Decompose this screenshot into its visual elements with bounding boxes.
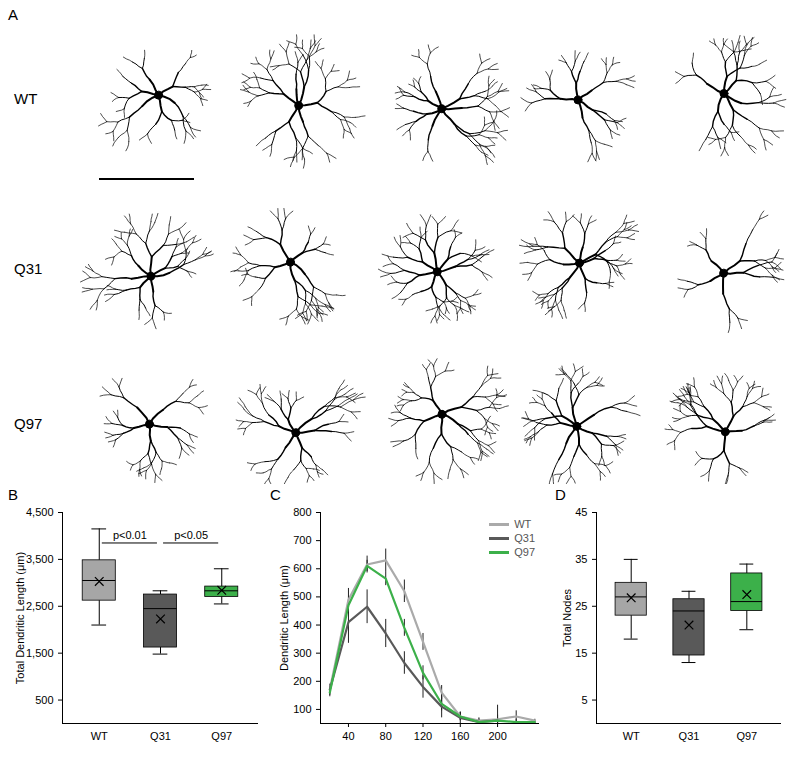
svg-text:600: 600 <box>293 562 311 574</box>
html-text:C: C <box>270 486 281 503</box>
svg-text:300: 300 <box>293 647 311 659</box>
svg-text:Q31: Q31 <box>679 730 700 742</box>
html-text:B: B <box>8 486 18 503</box>
svg-text:25: 25 <box>575 600 587 612</box>
svg-text:Q31: Q31 <box>14 260 42 277</box>
svg-text:p<0.05: p<0.05 <box>174 528 208 540</box>
svg-text:WT: WT <box>14 90 37 107</box>
svg-text:160: 160 <box>451 730 469 742</box>
html-text:WT: WT <box>514 518 532 530</box>
svg-text:Q31: Q31 <box>150 730 171 742</box>
svg-text:120: 120 <box>414 730 432 742</box>
svg-text:Q97: Q97 <box>14 415 42 432</box>
svg-text:1,500: 1,500 <box>26 647 54 659</box>
svg-text:4,500: 4,500 <box>26 506 54 518</box>
svg-text:p<0.01: p<0.01 <box>113 528 147 540</box>
svg-text:35: 35 <box>575 553 587 565</box>
svg-text:80: 80 <box>380 730 392 742</box>
html-text:Q97: Q97 <box>514 546 535 558</box>
svg-text:400: 400 <box>293 619 311 631</box>
svg-text:40: 40 <box>342 730 354 742</box>
svg-text:WT: WT <box>623 730 640 742</box>
svg-text:700: 700 <box>293 534 311 546</box>
svg-text:A: A <box>8 6 18 23</box>
svg-text:Total Nodes: Total Nodes <box>561 588 573 647</box>
html-text:Q31: Q31 <box>514 532 535 544</box>
svg-text:3,500: 3,500 <box>26 553 54 565</box>
svg-text:Dendritic Length (μm): Dendritic Length (μm) <box>278 565 290 671</box>
svg-text:500: 500 <box>293 590 311 602</box>
svg-text:Q97: Q97 <box>211 730 232 742</box>
svg-text:200: 200 <box>488 730 506 742</box>
svg-text:5: 5 <box>581 694 587 706</box>
svg-text:500: 500 <box>35 694 53 706</box>
svg-text:Q97: Q97 <box>736 730 757 742</box>
svg-text:2,500: 2,500 <box>26 600 54 612</box>
svg-text:800: 800 <box>293 506 311 518</box>
svg-text:45: 45 <box>575 506 587 518</box>
svg-text:WT: WT <box>91 730 108 742</box>
svg-text:Total Dendritic Length (μm): Total Dendritic Length (μm) <box>14 552 26 684</box>
svg-text:100: 100 <box>293 703 311 715</box>
svg-text:200: 200 <box>293 675 311 687</box>
html-text:D: D <box>555 486 566 503</box>
svg-text:15: 15 <box>575 647 587 659</box>
